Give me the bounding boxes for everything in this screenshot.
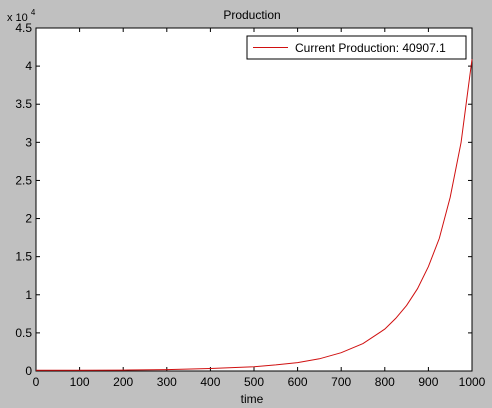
x-tick-label: 1000 xyxy=(459,375,486,389)
x-axis-label: time xyxy=(241,392,264,406)
plot-area xyxy=(35,27,473,372)
x-tick-label: 400 xyxy=(200,375,220,389)
series-line-current-production xyxy=(35,59,473,371)
y-tick-label: 0 xyxy=(25,364,32,378)
y-axis: 0 0.5 1 1.5 2 2.5 3 3.5 4 4.5 xyxy=(15,21,472,378)
y-tick-label: 4.5 xyxy=(15,21,32,35)
y-multiplier-exponent: 4 xyxy=(31,8,36,17)
y-tick-label: 3 xyxy=(25,135,32,149)
legend-box xyxy=(246,35,467,60)
y-tick-label: 4 xyxy=(25,59,32,73)
y-tick-label: 3.5 xyxy=(15,97,32,111)
y-axis-multiplier: x 10 4 xyxy=(7,8,36,24)
x-tick-label: 600 xyxy=(288,375,308,389)
x-tick-label: 200 xyxy=(113,375,133,389)
x-tick-label: 500 xyxy=(244,375,264,389)
x-tick-label: 800 xyxy=(375,375,395,389)
legend-label: Current Production: 40907.1 xyxy=(295,41,446,55)
y-multiplier-base: x 10 xyxy=(7,12,28,24)
x-tick-label: 0 xyxy=(33,375,40,389)
x-tick-label: 700 xyxy=(331,375,351,389)
x-tick-label: 100 xyxy=(70,375,90,389)
x-tick-label: 900 xyxy=(418,375,438,389)
y-tick-label: 2.5 xyxy=(15,173,32,187)
x-axis: 0 100 200 300 400 500 600 700 800 900 1000 xyxy=(33,28,486,389)
y-tick-label: 2 xyxy=(25,212,32,226)
chart-title: Production xyxy=(223,8,280,22)
legend: Current Production: 40907.1 xyxy=(246,35,467,60)
series-layer xyxy=(35,59,473,371)
x-tick-label: 300 xyxy=(157,375,177,389)
y-tick-label: 1 xyxy=(25,288,32,302)
y-tick-label: 0.5 xyxy=(15,326,32,340)
y-tick-label: 1.5 xyxy=(15,250,32,264)
